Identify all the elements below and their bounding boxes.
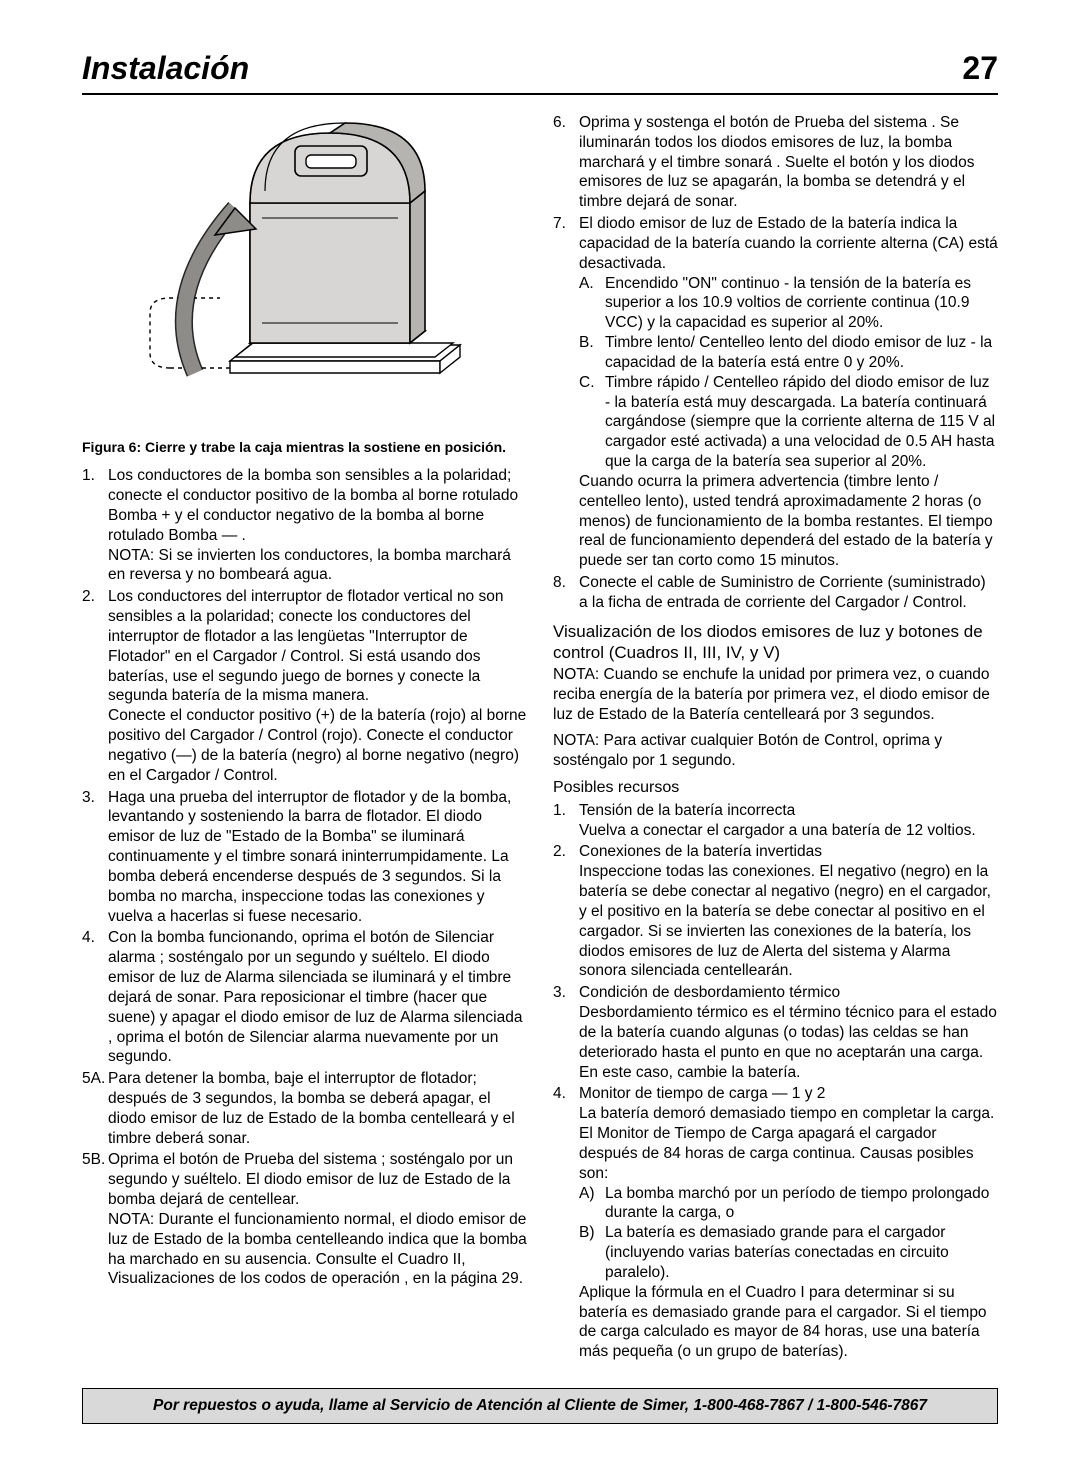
- list-item: 6.Oprima y sostenga el botón de Prueba d…: [553, 113, 998, 212]
- item-number: 1.: [553, 801, 579, 841]
- sub-item-body: Timbre lento/ Centelleo lento del diodo …: [605, 333, 998, 373]
- list-item: 4.Con la bomba funcionando, oprima el bo…: [82, 928, 527, 1067]
- sub-item-body: La bomba marchó por un período de tiempo…: [605, 1184, 998, 1224]
- list-item: 3.Condición de desbordamiento térmicoDes…: [553, 983, 998, 1082]
- item-number: 4.: [82, 928, 108, 1067]
- figure-6: [82, 113, 527, 429]
- sub-item-number: A): [579, 1184, 605, 1224]
- list-item: 1.Los conductores de la bomba son sensib…: [82, 466, 527, 585]
- item-number: 3.: [553, 983, 579, 1082]
- list-item: 4.Monitor de tiempo de carga — 1 y 2La b…: [553, 1084, 998, 1362]
- sub-item: A.Encendido "ON" continuo - la tensión d…: [579, 274, 998, 333]
- sub-item-number: C.: [579, 373, 605, 472]
- item-number: 8.: [553, 573, 579, 613]
- item-body: Tensión de la batería incorrectaVuelva a…: [579, 801, 998, 841]
- item-body: Haga una prueba del interruptor de flota…: [108, 788, 527, 927]
- list-item: 5A.Para detener la bomba, baje el interr…: [82, 1069, 527, 1148]
- figure-6-illustration: [140, 113, 470, 423]
- list-item: 2.Conexiones de la batería invertidasIns…: [553, 842, 998, 981]
- item-body: Oprima el botón de Prueba del sistema ; …: [108, 1150, 527, 1289]
- item-body: Oprima y sostenga el botón de Prueba del…: [579, 113, 998, 212]
- item-body: Conexiones de la batería invertidasInspe…: [579, 842, 998, 981]
- list-item: 3.Haga una prueba del interruptor de flo…: [82, 788, 527, 927]
- sub-item-body: La batería es demasiado grande para el c…: [605, 1223, 998, 1282]
- figure-caption: Figura 6: Cierre y trabe la caja mientra…: [82, 439, 527, 457]
- page-number: 27: [962, 50, 998, 87]
- item-number: 2.: [553, 842, 579, 981]
- item-body: El diodo emisor de luz de Estado de la b…: [579, 214, 998, 571]
- sub-item: A)La bomba marchó por un período de tiem…: [579, 1184, 998, 1224]
- left-instruction-list: 1.Los conductores de la bomba son sensib…: [82, 466, 527, 1289]
- content-columns: Figura 6: Cierre y trabe la caja mientra…: [82, 113, 998, 1364]
- item-number: 1.: [82, 466, 108, 585]
- list-item: 8.Conecte el cable de Suministro de Corr…: [553, 573, 998, 613]
- list-item: 7.El diodo emisor de luz de Estado de la…: [553, 214, 998, 571]
- footer-help-bar: Por repuestos o ayuda, llame al Servicio…: [82, 1388, 998, 1424]
- sub-list: A)La bomba marchó por un período de tiem…: [579, 1184, 998, 1283]
- sub-list: A.Encendido "ON" continuo - la tensión d…: [579, 274, 998, 472]
- note-1: NOTA: Cuando se enchufe la unidad por pr…: [553, 665, 998, 724]
- resources-list: 1.Tensión de la batería incorrectaVuelva…: [553, 801, 998, 1362]
- list-item: 1.Tensión de la batería incorrectaVuelva…: [553, 801, 998, 841]
- item-body: Para detener la bomba, baje el interrupt…: [108, 1069, 527, 1148]
- sub-item-body: Encendido "ON" continuo - la tensión de …: [605, 274, 998, 333]
- item-number: 4.: [553, 1084, 579, 1362]
- item-body: Conecte el cable de Suministro de Corrie…: [579, 573, 998, 613]
- item-after-text: Aplique la fórmula en el Cuadro I para d…: [579, 1283, 998, 1362]
- left-column: Figura 6: Cierre y trabe la caja mientra…: [82, 113, 527, 1364]
- sub-item-number: A.: [579, 274, 605, 333]
- note-2: NOTA: Para activar cualquier Botón de Co…: [553, 731, 998, 771]
- item-after-text: Cuando ocurra la primera advertencia (ti…: [579, 472, 998, 571]
- section-heading-led: Visualización de los diodos emisores de …: [553, 621, 998, 664]
- sub-item-body: Timbre rápido / Centelleo rápido del dio…: [605, 373, 998, 472]
- item-number: 3.: [82, 788, 108, 927]
- sub-heading-resources: Posibles recursos: [553, 778, 998, 798]
- item-body: Los conductores del interruptor de flota…: [108, 587, 527, 785]
- item-number: 6.: [553, 113, 579, 212]
- item-body: Con la bomba funcionando, oprima el botó…: [108, 928, 527, 1067]
- list-item: 2.Los conductores del interruptor de flo…: [82, 587, 527, 785]
- sub-item-number: B.: [579, 333, 605, 373]
- item-number: 5A.: [82, 1069, 108, 1148]
- right-column: 6.Oprima y sostenga el botón de Prueba d…: [553, 113, 998, 1364]
- right-continued-list: 6.Oprima y sostenga el botón de Prueba d…: [553, 113, 998, 613]
- sub-item-number: B): [579, 1223, 605, 1282]
- sub-item: B.Timbre lento/ Centelleo lento del diod…: [579, 333, 998, 373]
- item-body: Los conductores de la bomba son sensible…: [108, 466, 527, 585]
- item-number: 7.: [553, 214, 579, 571]
- item-number: 5B.: [82, 1150, 108, 1289]
- item-number: 2.: [82, 587, 108, 785]
- item-body: Condición de desbordamiento térmicoDesbo…: [579, 983, 998, 1082]
- manual-page: Instalación 27: [0, 0, 1080, 1464]
- item-body: Monitor de tiempo de carga — 1 y 2La bat…: [579, 1084, 998, 1362]
- page-header: Instalación 27: [82, 50, 998, 95]
- sub-item: C.Timbre rápido / Centelleo rápido del d…: [579, 373, 998, 472]
- sub-item: B)La batería es demasiado grande para el…: [579, 1223, 998, 1282]
- list-item: 5B.Oprima el botón de Prueba del sistema…: [82, 1150, 527, 1289]
- page-title: Instalación: [82, 50, 249, 87]
